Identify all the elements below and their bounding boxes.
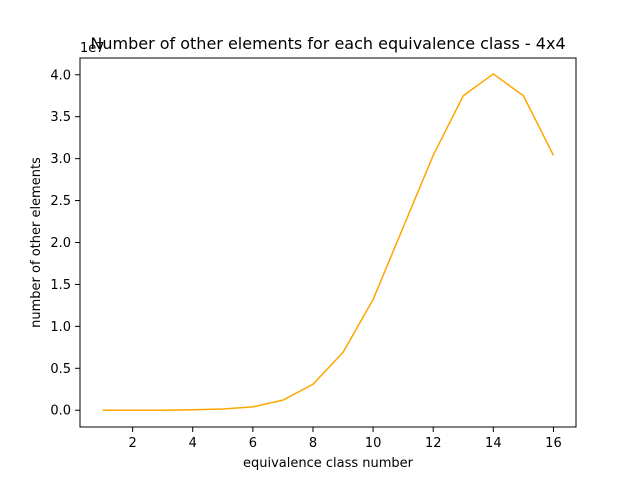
y-tick-label: 0.5 <box>50 362 71 377</box>
y-tick-label: 3.5 <box>50 110 71 125</box>
axes-frame <box>79 57 577 428</box>
series-line-0 <box>102 73 555 411</box>
y-axis-ticks: 0.0 0.5 1.0 1.5 2.0 2.5 3.0 3.5 4.0 <box>50 68 80 419</box>
y-tick-label: 1.5 <box>50 278 71 293</box>
y-tick-label: 2.5 <box>50 194 71 209</box>
x-tick-label: 14 <box>485 436 502 451</box>
y-tick-label: 4.0 <box>50 68 71 83</box>
x-tick-label: 4 <box>189 436 197 451</box>
chart-title: Number of other elements for each equiva… <box>90 34 565 53</box>
x-tick-label: 12 <box>425 436 442 451</box>
y-tick-label: 2.0 <box>50 236 71 251</box>
y-axis-label: number of other elements <box>29 157 44 328</box>
y-tick-label: 0.0 <box>50 404 71 419</box>
x-tick-label: 16 <box>545 436 562 451</box>
y-axis-offset-text: 1e7 <box>80 41 105 56</box>
y-tick-label: 1.0 <box>50 320 71 335</box>
x-axis-label: equivalence class number <box>243 456 414 471</box>
y-tick-label: 3.0 <box>50 152 71 167</box>
x-tick-label: 8 <box>309 436 317 451</box>
x-tick-label: 6 <box>249 436 257 451</box>
x-tick-label: 10 <box>365 436 382 451</box>
plot-area <box>102 73 555 411</box>
x-tick-label: 2 <box>128 436 136 451</box>
x-axis-ticks: 2 4 6 8 10 12 14 16 <box>128 427 562 451</box>
